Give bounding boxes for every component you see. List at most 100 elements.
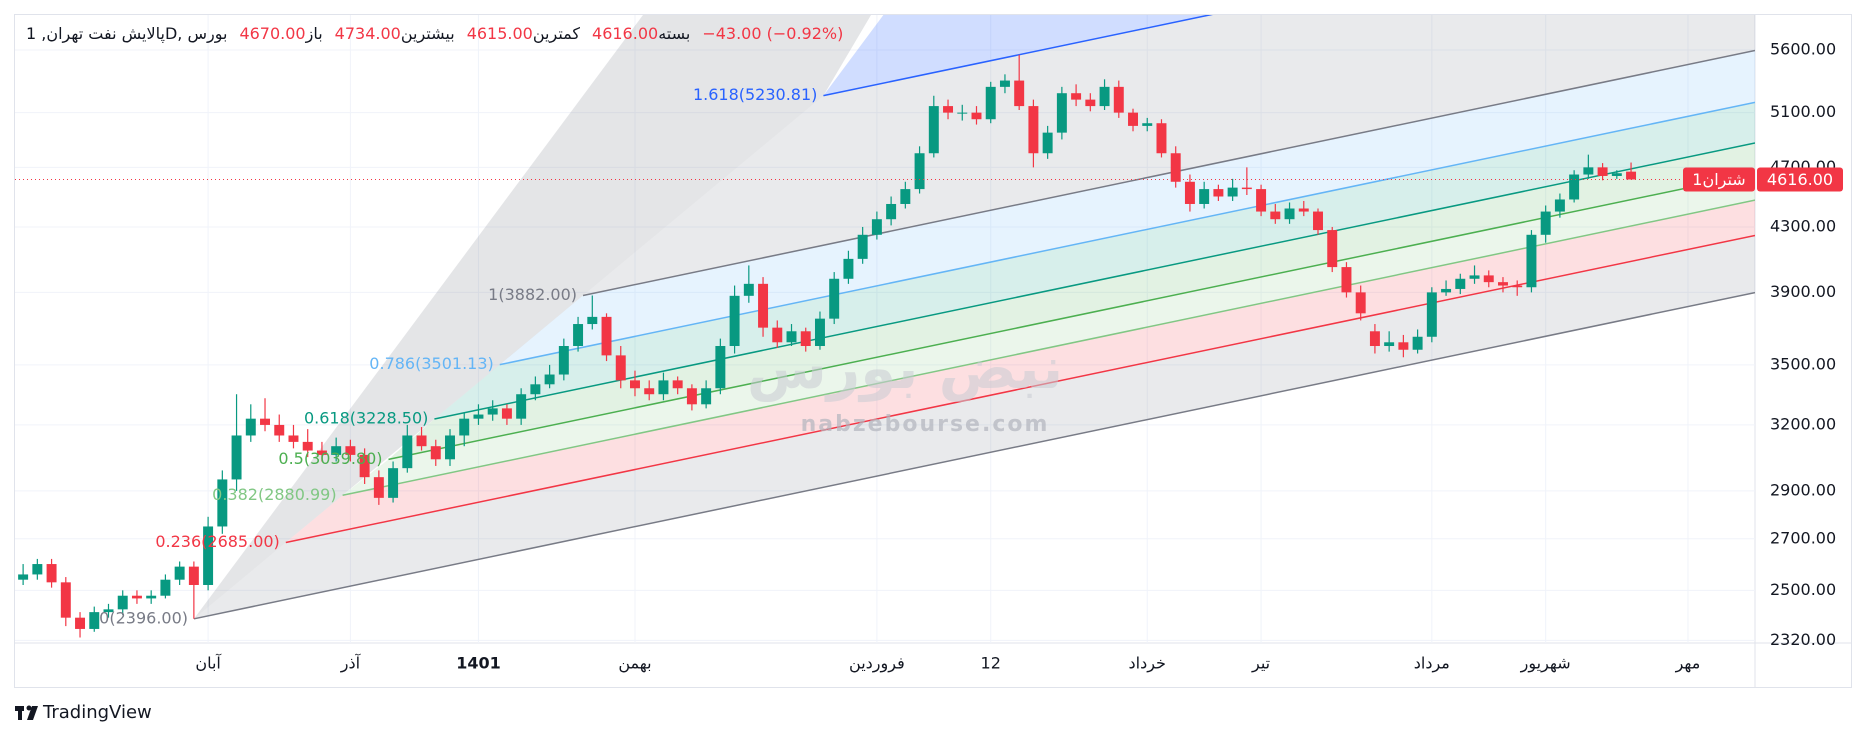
candle-body xyxy=(1355,292,1366,314)
candle-body xyxy=(1384,342,1395,347)
candle-body xyxy=(160,579,171,596)
ohlc-label: باز xyxy=(305,24,323,43)
candle-body xyxy=(1071,93,1082,100)
candle-body xyxy=(1099,86,1110,107)
x-tick-label: خرداد xyxy=(1129,654,1166,674)
symbol-tag-box xyxy=(1683,167,1755,192)
candle-body xyxy=(203,526,214,585)
candle-body xyxy=(373,477,384,498)
candle-body xyxy=(1583,167,1594,175)
candle-body xyxy=(1327,230,1338,268)
x-tick-label: مرداد xyxy=(1414,654,1450,674)
candle-body xyxy=(260,418,270,425)
candle-body xyxy=(530,384,541,395)
candle-body xyxy=(1626,171,1637,180)
candle-body xyxy=(800,331,811,347)
y-tick-label: 5600.00 xyxy=(1770,39,1836,58)
legend-header: پالایش نفت تهران, 1D, بورس باز4670.00 بیش… xyxy=(26,24,843,43)
candle-body xyxy=(1526,234,1537,288)
candle-body xyxy=(231,435,242,480)
candle-body xyxy=(1540,211,1551,235)
candle-body xyxy=(857,234,868,259)
x-tick-label: آبان xyxy=(195,654,222,673)
fib-line xyxy=(342,199,1755,497)
fib-label: 1(3882.00) xyxy=(488,285,577,304)
candle-body xyxy=(729,295,740,347)
watermark: نبض بورس nabzebourse.com xyxy=(747,334,1063,437)
change: −43.00 (−0.92%) xyxy=(702,24,844,43)
candle-body xyxy=(843,258,854,279)
candle-body xyxy=(103,609,114,613)
candle-body xyxy=(501,408,512,419)
y-tick-label: 3200.00 xyxy=(1770,414,1836,433)
candle-body xyxy=(658,380,669,395)
x-tick-label: 1401 xyxy=(456,654,501,673)
candle-body xyxy=(359,454,370,478)
fib-label: 0.382(2880.99) xyxy=(212,485,336,504)
ohlc-label: بیشترین xyxy=(400,24,455,43)
candle-body xyxy=(1270,211,1281,220)
ohlc-label: بسته xyxy=(658,24,691,43)
candle-body xyxy=(886,203,897,220)
candle-body xyxy=(871,219,882,235)
candle-body xyxy=(928,106,939,154)
candle-body xyxy=(1569,174,1580,200)
candle-body xyxy=(331,446,342,455)
fib-band xyxy=(499,50,1755,365)
candle-body xyxy=(786,331,797,343)
fib-label: 1.618(5230.81) xyxy=(693,85,817,104)
candle-body xyxy=(1498,282,1508,286)
candle-body xyxy=(814,318,825,347)
symbol-tag: شتران1 xyxy=(1692,170,1745,190)
fib-line xyxy=(434,142,1755,420)
candle-body xyxy=(900,189,911,204)
candle-body xyxy=(573,324,584,347)
fib-channel xyxy=(193,15,1755,620)
fib-line xyxy=(499,101,1755,366)
candle-body xyxy=(1554,199,1565,212)
candle-body xyxy=(445,435,455,460)
fib-label: 0.618(3228.50) xyxy=(304,408,428,427)
candle-body xyxy=(174,566,185,580)
candle-body xyxy=(1170,153,1181,182)
candle-body xyxy=(1213,189,1224,197)
candle-body xyxy=(302,441,313,451)
candle-body xyxy=(473,414,484,419)
candle-body xyxy=(601,316,612,356)
candle-body xyxy=(544,374,555,385)
fib-line xyxy=(193,291,1755,620)
candle-body xyxy=(686,388,697,405)
candle-body xyxy=(288,435,299,442)
symbol-title: پالایش نفت تهران, 1D, بورس xyxy=(26,24,228,43)
fib-label: 0.5(3039.80) xyxy=(278,449,382,468)
candle-body xyxy=(1241,187,1252,190)
candle-body xyxy=(1469,275,1480,279)
candle-body xyxy=(558,346,569,375)
candle-body xyxy=(1341,267,1352,293)
candle-body xyxy=(32,564,43,575)
candle-body xyxy=(1483,275,1494,283)
candle-body xyxy=(1512,285,1523,288)
candle-body xyxy=(1056,93,1067,133)
candle-body xyxy=(1298,208,1309,212)
y-tick-label: 3900.00 xyxy=(1770,282,1836,301)
y-tick-label: 3500.00 xyxy=(1770,354,1836,373)
candle-body xyxy=(1412,336,1423,350)
candle-body xyxy=(999,80,1010,87)
ohlc-value: 4670.00 xyxy=(239,24,306,43)
candle-body xyxy=(430,446,441,460)
candle-body xyxy=(1256,189,1267,212)
candle-body xyxy=(1028,106,1039,154)
frame xyxy=(14,14,1852,688)
candle-body xyxy=(1597,167,1608,176)
candle-body xyxy=(701,388,712,405)
candle-body xyxy=(345,446,356,455)
candle-body xyxy=(672,380,683,389)
x-tick-label: مهر xyxy=(1675,654,1701,674)
candle-body xyxy=(1398,342,1409,350)
y-tick-label: 2500.00 xyxy=(1770,580,1836,599)
candle-body xyxy=(245,418,256,436)
last-price-label: 4616.00 xyxy=(1767,170,1833,189)
y-tick-label: 2700.00 xyxy=(1770,528,1836,547)
